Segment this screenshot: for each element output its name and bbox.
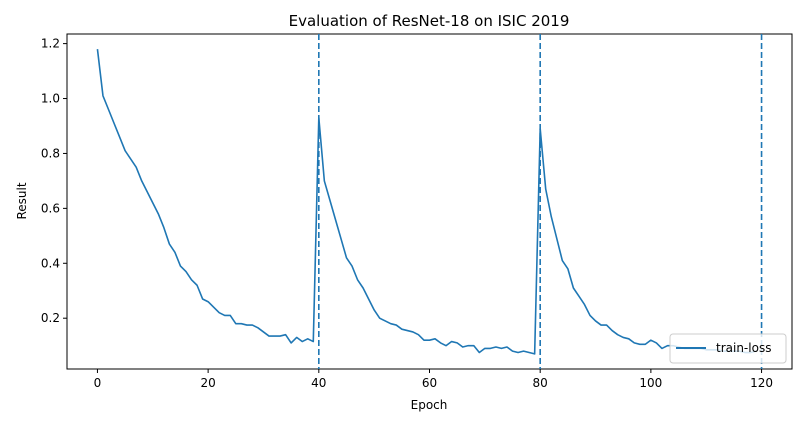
plot-frame xyxy=(66,33,793,370)
x-tick-label: 0 xyxy=(94,376,102,390)
x-tick-label: 20 xyxy=(200,376,215,390)
legend-label-train-loss: train-loss xyxy=(716,341,771,355)
y-tick-label: 0.2 xyxy=(41,311,60,325)
legend-box xyxy=(669,333,787,364)
plot-area xyxy=(66,33,793,370)
y-tick-label: 1.0 xyxy=(41,92,60,106)
series-line-train-loss xyxy=(96,49,757,355)
x-tick-label: 120 xyxy=(750,376,773,390)
legend: train-loss xyxy=(669,333,787,364)
x-tick-label: 60 xyxy=(422,376,437,390)
y-tick-label: 0.4 xyxy=(41,256,60,270)
x-axis: 0 20 40 60 80 100 120 xyxy=(94,369,773,390)
series-layer xyxy=(96,49,757,355)
x-tick-label: 80 xyxy=(533,376,548,390)
chart-title: Evaluation of ResNet-18 on ISIC 2019 xyxy=(289,12,570,30)
x-axis-label: Epoch xyxy=(411,398,448,412)
y-tick-label: 0.6 xyxy=(41,201,60,215)
x-tick-label: 100 xyxy=(639,376,662,390)
x-tick-label: 40 xyxy=(311,376,326,390)
y-axis-label: Result xyxy=(15,182,29,219)
y-tick-label: 1.2 xyxy=(41,37,60,51)
vertical-reference-lines xyxy=(318,34,763,369)
y-tick-label: 0.8 xyxy=(41,146,60,160)
y-axis: 0.2 0.4 0.6 0.8 1.0 1.2 xyxy=(41,37,67,325)
